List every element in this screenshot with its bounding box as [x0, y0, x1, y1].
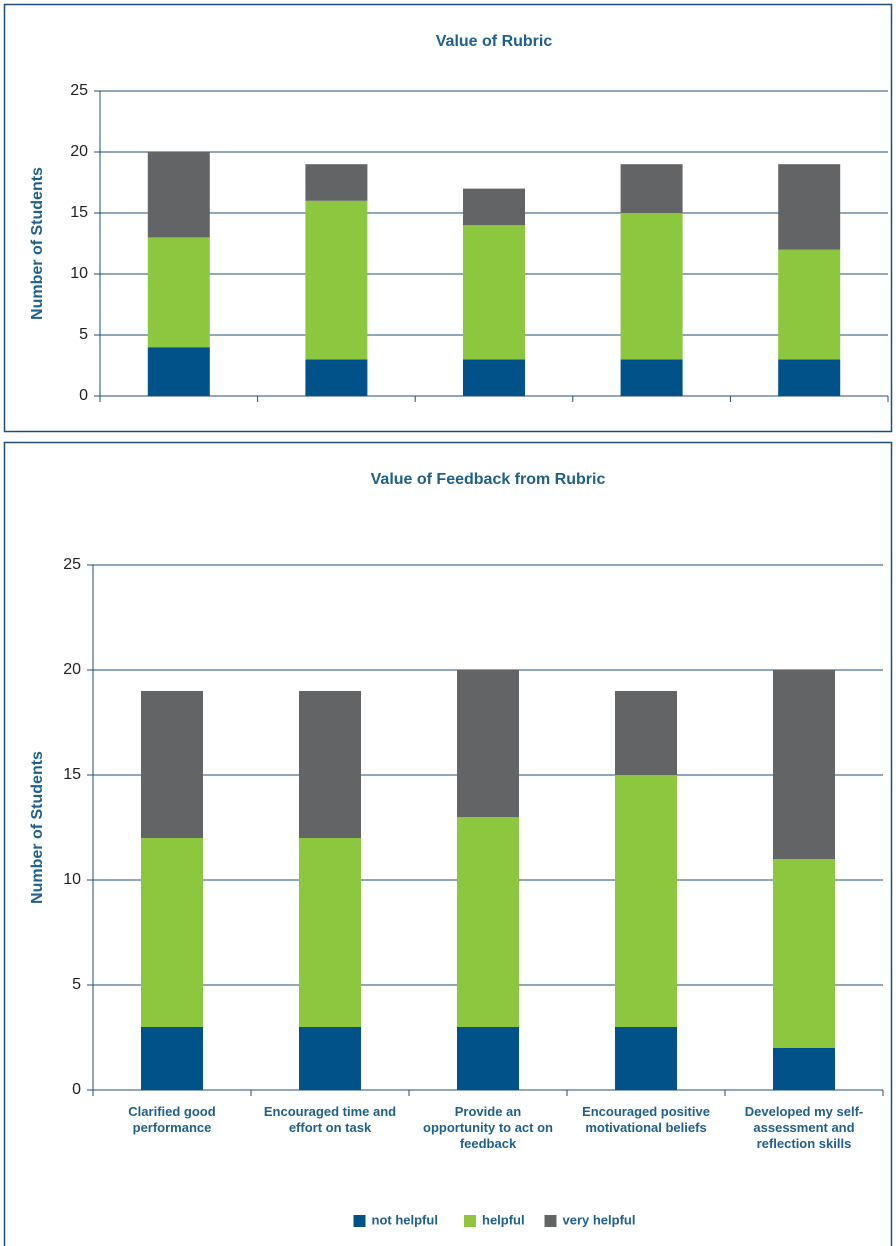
bar-segment [778, 249, 841, 360]
legend-label: helpful [482, 1212, 525, 1227]
y-tick-label: 5 [79, 326, 88, 343]
chart-title: Value of Feedback from Rubric [371, 471, 606, 488]
legend-swatch [544, 1215, 557, 1227]
y-tick-label: 15 [70, 204, 88, 221]
chart-frame [3, 3, 893, 433]
bar-segment [299, 1027, 361, 1090]
x-tick-label: Clarified good performance [128, 1104, 216, 1135]
bar-segment [457, 1027, 519, 1090]
bar-segment [141, 1027, 203, 1090]
bar-segment [299, 691, 361, 838]
bar-segment [615, 1027, 677, 1090]
bar-segment [463, 225, 525, 360]
y-tick-label: 0 [79, 387, 88, 404]
y-tick-label: 0 [72, 1081, 81, 1098]
bar-segment [457, 817, 519, 1027]
bar-segment [299, 838, 361, 1027]
bar-segment [147, 152, 210, 238]
legend-swatch [353, 1215, 366, 1227]
bar-segment [141, 691, 203, 838]
bar-segment [305, 200, 368, 360]
x-tick-label: Encouraged positive motivational beliefs [582, 1104, 710, 1135]
y-axis-label: Number of Students [29, 167, 46, 320]
chart-title: Value of Rubric [436, 33, 553, 50]
y-tick-label: 25 [70, 82, 88, 99]
bar-segment [141, 838, 203, 1027]
chart-frame [3, 441, 893, 1246]
y-axis-label: Number of Students [29, 751, 46, 904]
bar-segment [620, 164, 683, 213]
bar-segment [773, 1048, 835, 1090]
bar-segment [620, 359, 683, 396]
x-tick-label: Developed my self-assessment and reflect… [744, 1104, 864, 1151]
legend-swatch [464, 1215, 476, 1227]
y-tick-label: 5 [72, 976, 81, 993]
y-tick-label: 10 [70, 265, 88, 282]
bar-segment [305, 359, 368, 396]
legend-label: very helpful [563, 1212, 636, 1227]
bar-segment [615, 691, 677, 775]
bar-segment [778, 164, 841, 250]
bar-segment [147, 237, 210, 348]
bar-segment [773, 670, 835, 859]
bar-segment [463, 188, 525, 226]
legend-label: not helpful [372, 1212, 438, 1227]
y-tick-label: 20 [63, 661, 81, 678]
y-tick-label: 25 [63, 556, 81, 573]
bar-segment [773, 859, 835, 1048]
bar-segment [147, 347, 210, 396]
bar-segment [778, 359, 841, 396]
x-tick-label: Encouraged time and effort on task [263, 1104, 397, 1135]
bar-segment [305, 164, 368, 201]
x-tick-label: Provide an opportunity to act on feedbac… [423, 1104, 553, 1151]
bar-segment [463, 359, 525, 396]
y-tick-label: 15 [63, 766, 81, 783]
bar-segment [457, 670, 519, 817]
bar-segment [615, 775, 677, 1027]
y-tick-label: 10 [63, 871, 81, 888]
bar-segment [620, 213, 683, 360]
y-tick-label: 20 [70, 143, 88, 160]
